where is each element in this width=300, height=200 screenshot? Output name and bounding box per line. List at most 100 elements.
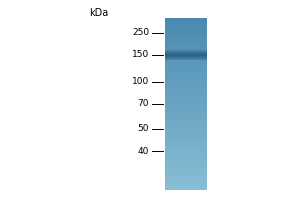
Bar [165,71,207,72]
Bar [165,124,207,125]
Bar [165,41,207,42]
Bar [165,101,207,102]
Bar [165,58,207,59]
Bar [165,53,207,54]
Bar [165,29,207,30]
Bar [165,73,207,74]
Bar [165,154,207,155]
Bar [165,169,207,170]
Bar [165,20,207,21]
Bar [165,30,207,31]
Bar [165,133,207,134]
Bar [165,178,207,179]
Bar [165,187,207,188]
Bar [165,57,207,58]
Bar [165,19,207,20]
Bar [165,152,207,153]
Bar [165,53,207,54]
Bar [165,50,207,51]
Bar [165,100,207,101]
Bar [165,94,207,95]
Bar [165,52,207,53]
Bar [165,46,207,47]
Bar [165,55,207,56]
Bar [165,40,207,41]
Bar [165,102,207,103]
Bar [165,162,207,163]
Bar [165,35,207,36]
Bar [165,26,207,27]
Bar [165,59,207,60]
Bar [165,81,207,82]
Bar [165,85,207,86]
Bar [165,118,207,119]
Bar [165,87,207,88]
Bar [165,157,207,158]
Text: 40: 40 [138,147,149,156]
Bar [165,27,207,28]
Bar [165,58,207,59]
Bar [165,103,207,104]
Bar [165,24,207,25]
Bar [165,119,207,120]
Bar [165,39,207,40]
Bar [165,86,207,87]
Bar [165,69,207,70]
Bar [165,135,207,136]
Bar [165,95,207,96]
Bar [165,31,207,32]
Bar [165,107,207,108]
Text: 150: 150 [132,50,149,59]
Bar [165,98,207,99]
Bar [165,60,207,61]
Bar [165,49,207,50]
Bar [165,161,207,162]
Bar [165,171,207,172]
Bar [165,116,207,117]
Bar [165,160,207,161]
Bar [165,79,207,80]
Text: 250: 250 [132,28,149,37]
Bar [165,56,207,57]
Bar [165,125,207,126]
Bar [165,50,207,51]
Bar [165,105,207,106]
Bar [165,117,207,118]
Bar [165,110,207,111]
Bar [165,121,207,122]
Text: 70: 70 [137,99,149,108]
Bar [165,99,207,100]
Bar [165,155,207,156]
Bar [165,139,207,140]
Bar [165,188,207,189]
Bar [165,132,207,133]
Bar [165,156,207,157]
Bar [165,44,207,45]
Bar [165,59,207,60]
Text: 100: 100 [132,77,149,86]
Bar [165,68,207,69]
Bar [165,167,207,168]
Bar [165,149,207,150]
Bar [165,25,207,26]
Bar [165,138,207,139]
Bar [165,74,207,75]
Bar [165,113,207,114]
Bar [165,37,207,38]
Bar [165,159,207,160]
Bar [165,129,207,130]
Bar [165,106,207,107]
Bar [165,51,207,52]
Bar [165,181,207,182]
Bar [165,163,207,164]
Bar [165,96,207,97]
Bar [165,47,207,48]
Bar [165,140,207,141]
Bar [165,142,207,143]
Bar [165,165,207,166]
Bar [165,143,207,144]
Bar [165,63,207,64]
Bar [165,147,207,148]
Bar [165,176,207,177]
Bar [165,114,207,115]
